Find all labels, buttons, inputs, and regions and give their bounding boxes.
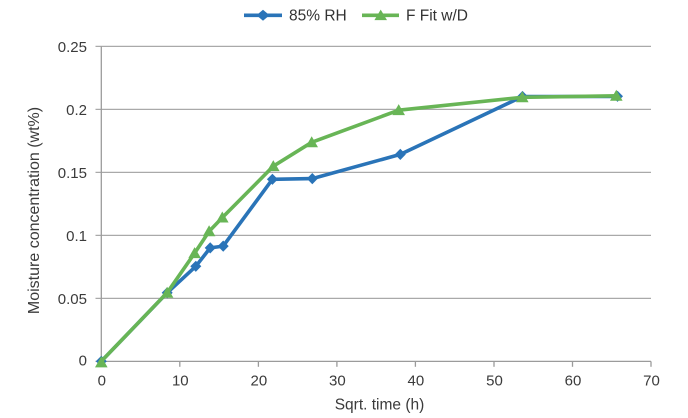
svg-text:0.25: 0.25: [58, 39, 87, 56]
svg-text:0.1: 0.1: [66, 228, 87, 245]
svg-text:70: 70: [643, 373, 660, 390]
svg-text:F Fit w/D: F Fit w/D: [406, 8, 468, 25]
svg-text:0: 0: [79, 352, 87, 369]
svg-text:Sqrt. time (h): Sqrt. time (h): [335, 396, 425, 413]
svg-text:20: 20: [251, 373, 268, 390]
svg-text:10: 10: [172, 373, 189, 390]
svg-text:0.2: 0.2: [66, 102, 87, 119]
svg-text:0: 0: [98, 373, 106, 390]
svg-text:0.15: 0.15: [58, 165, 87, 182]
svg-text:30: 30: [329, 373, 346, 390]
svg-text:50: 50: [486, 373, 503, 390]
svg-text:Moisture concentration (wt%): Moisture concentration (wt%): [26, 107, 43, 314]
svg-text:60: 60: [565, 373, 582, 390]
svg-text:40: 40: [408, 373, 425, 390]
svg-text:85% RH: 85% RH: [289, 8, 347, 25]
svg-text:0.05: 0.05: [58, 291, 87, 308]
